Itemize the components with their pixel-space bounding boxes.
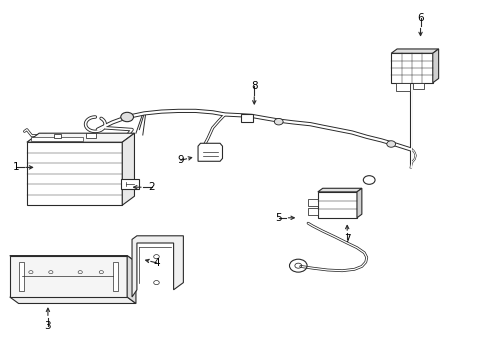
Text: 6: 6 xyxy=(416,13,423,23)
Bar xyxy=(395,83,409,91)
Polygon shape xyxy=(127,256,136,303)
Text: 7: 7 xyxy=(343,234,350,244)
Polygon shape xyxy=(390,49,438,53)
Text: 4: 4 xyxy=(153,258,160,268)
Polygon shape xyxy=(432,49,438,83)
Text: 9: 9 xyxy=(177,155,184,165)
Bar xyxy=(317,192,356,218)
Bar xyxy=(27,142,122,205)
Polygon shape xyxy=(356,188,361,218)
FancyBboxPatch shape xyxy=(121,179,139,189)
Bar xyxy=(390,53,432,83)
Bar xyxy=(241,114,252,122)
Text: 3: 3 xyxy=(44,321,51,331)
Circle shape xyxy=(274,118,283,125)
Polygon shape xyxy=(122,133,134,205)
Circle shape xyxy=(386,141,395,147)
Bar xyxy=(10,256,127,297)
Polygon shape xyxy=(10,256,136,262)
Polygon shape xyxy=(132,236,183,297)
Circle shape xyxy=(121,112,133,122)
Bar xyxy=(54,134,61,138)
Polygon shape xyxy=(198,143,222,161)
Text: 5: 5 xyxy=(275,213,282,223)
Bar xyxy=(19,262,24,291)
Bar xyxy=(86,133,95,138)
Bar xyxy=(30,136,83,141)
Bar xyxy=(307,208,317,215)
Text: 1: 1 xyxy=(12,162,19,172)
Bar xyxy=(113,262,118,291)
Polygon shape xyxy=(317,188,361,192)
Bar xyxy=(412,83,423,89)
Text: 8: 8 xyxy=(250,81,257,91)
Polygon shape xyxy=(10,297,136,303)
Polygon shape xyxy=(27,133,134,142)
Bar xyxy=(307,199,317,206)
Text: 2: 2 xyxy=(148,182,155,192)
